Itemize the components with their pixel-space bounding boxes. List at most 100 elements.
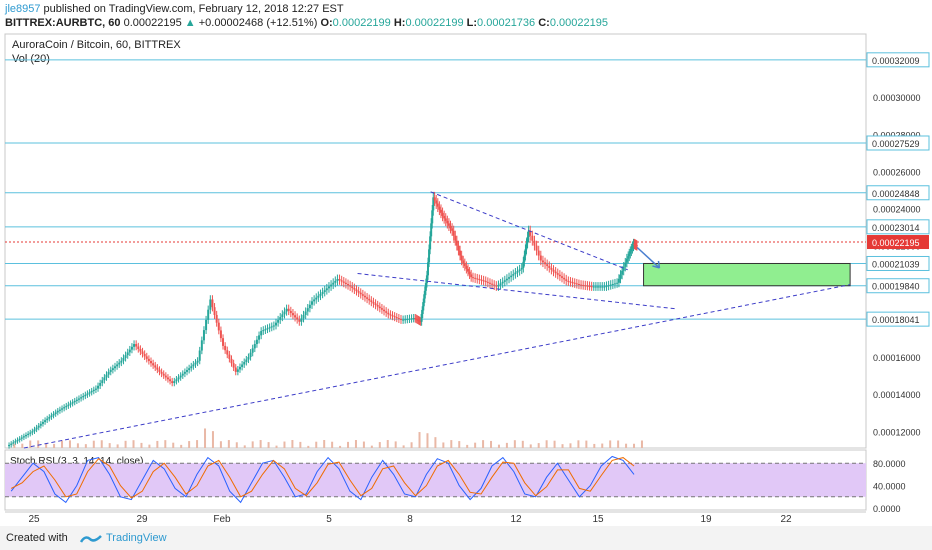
candle-body: [368, 298, 371, 301]
candle-body: [306, 308, 309, 312]
y-tick-label: 0.00028000: [873, 130, 921, 140]
candle-body: [253, 344, 256, 349]
candle-body: [611, 284, 614, 286]
trendline: [357, 272, 676, 310]
candle-body: [510, 275, 513, 278]
candle-body: [439, 209, 442, 213]
candle-body: [166, 377, 169, 380]
candle-body: [522, 261, 525, 268]
level-tag: [866, 255, 930, 271]
x-tick-label: Feb: [213, 514, 231, 525]
symbol-label[interactable]: BITTREX:AURBTC, 60: [5, 17, 121, 29]
candle-body: [514, 272, 517, 275]
author-link[interactable]: jle8957: [5, 3, 41, 15]
candle-body: [65, 405, 68, 408]
candle-body: [304, 311, 307, 315]
candle-body: [406, 318, 409, 320]
candle-body: [128, 349, 131, 353]
candle-body: [460, 255, 463, 261]
candle-body: [194, 362, 197, 365]
candle-body: [565, 279, 568, 281]
candle-body: [48, 417, 51, 419]
candle-body: [230, 358, 233, 364]
candle-body: [563, 277, 566, 280]
candle-body: [601, 286, 604, 288]
volume-bar: [545, 440, 548, 448]
candle-body: [266, 328, 269, 330]
volume-bar: [601, 443, 604, 448]
candle-body: [438, 206, 441, 210]
volume-bar: [442, 442, 445, 448]
candle-body: [122, 357, 125, 361]
volume-bar: [29, 440, 32, 448]
candle-body: [374, 303, 377, 306]
candle-body: [554, 271, 557, 274]
arrow-shaft: [636, 246, 660, 269]
volume-bar: [219, 441, 222, 448]
volume-bar: [354, 440, 357, 448]
candle-body: [258, 335, 261, 340]
candle-body: [470, 274, 473, 278]
candle-body: [433, 197, 436, 201]
candle-body: [533, 240, 536, 246]
volume-bar: [116, 444, 119, 448]
y-tick-label: 0.00024000: [873, 205, 921, 215]
candle-body: [423, 290, 426, 299]
candle-body: [418, 320, 421, 322]
candle-body: [226, 350, 229, 355]
candle-body: [539, 255, 542, 261]
candle-body: [449, 225, 452, 229]
candle-body: [505, 278, 508, 281]
main-pane[interactable]: [4, 33, 867, 449]
candle-body: [336, 279, 339, 281]
candle-body: [366, 297, 369, 299]
candle-body: [380, 308, 383, 310]
candle-body: [18, 438, 21, 440]
candle-body: [145, 356, 148, 359]
candle-body: [198, 350, 201, 361]
tradingview-link[interactable]: TradingView: [106, 532, 167, 544]
candle-body: [177, 377, 180, 380]
candle-body: [580, 284, 583, 286]
candle-body: [61, 408, 64, 410]
volume-bar: [577, 440, 580, 448]
candle-body: [319, 293, 322, 296]
candle-body: [361, 294, 364, 296]
candle-body: [97, 385, 100, 389]
candle-body: [20, 437, 23, 439]
candle-body: [391, 315, 394, 317]
candle-body: [359, 292, 362, 295]
candle-body: [432, 197, 435, 211]
candle-body: [10, 443, 13, 445]
level-tag: [866, 185, 930, 201]
candle-body: [452, 230, 455, 236]
level-tag: [866, 52, 930, 68]
candle-body: [491, 283, 494, 285]
candle-body: [107, 371, 110, 375]
candle-body: [332, 282, 335, 285]
candle-body: [421, 306, 424, 315]
candle-body: [544, 262, 547, 265]
volume-bar: [426, 433, 429, 448]
candle-body: [552, 269, 555, 272]
price-chart[interactable]: AuroraCoin / Bitcoin, 60, BITTREX Vol (2…: [0, 32, 932, 526]
candle-body: [472, 277, 475, 279]
candle-body: [512, 274, 515, 276]
candle-body: [420, 314, 423, 322]
chart-title: AuroraCoin / Bitcoin, 60, BITTREX: [12, 39, 181, 51]
x-tick-label: 19: [700, 514, 712, 525]
candle-body: [294, 315, 297, 318]
candle-body: [160, 371, 163, 374]
candle-body: [594, 286, 597, 288]
candle-body: [344, 282, 347, 285]
rsi-y-tick-label: 40.0000: [873, 482, 906, 492]
candle-body: [200, 340, 203, 351]
volume-bar: [561, 444, 564, 448]
candle-body: [302, 314, 305, 319]
candle-body: [393, 316, 396, 318]
candle-body: [186, 370, 189, 372]
candle-body: [599, 286, 602, 288]
low-value: 0.00021736: [477, 17, 536, 29]
candle-body: [245, 359, 248, 362]
volume-bar: [259, 440, 262, 448]
